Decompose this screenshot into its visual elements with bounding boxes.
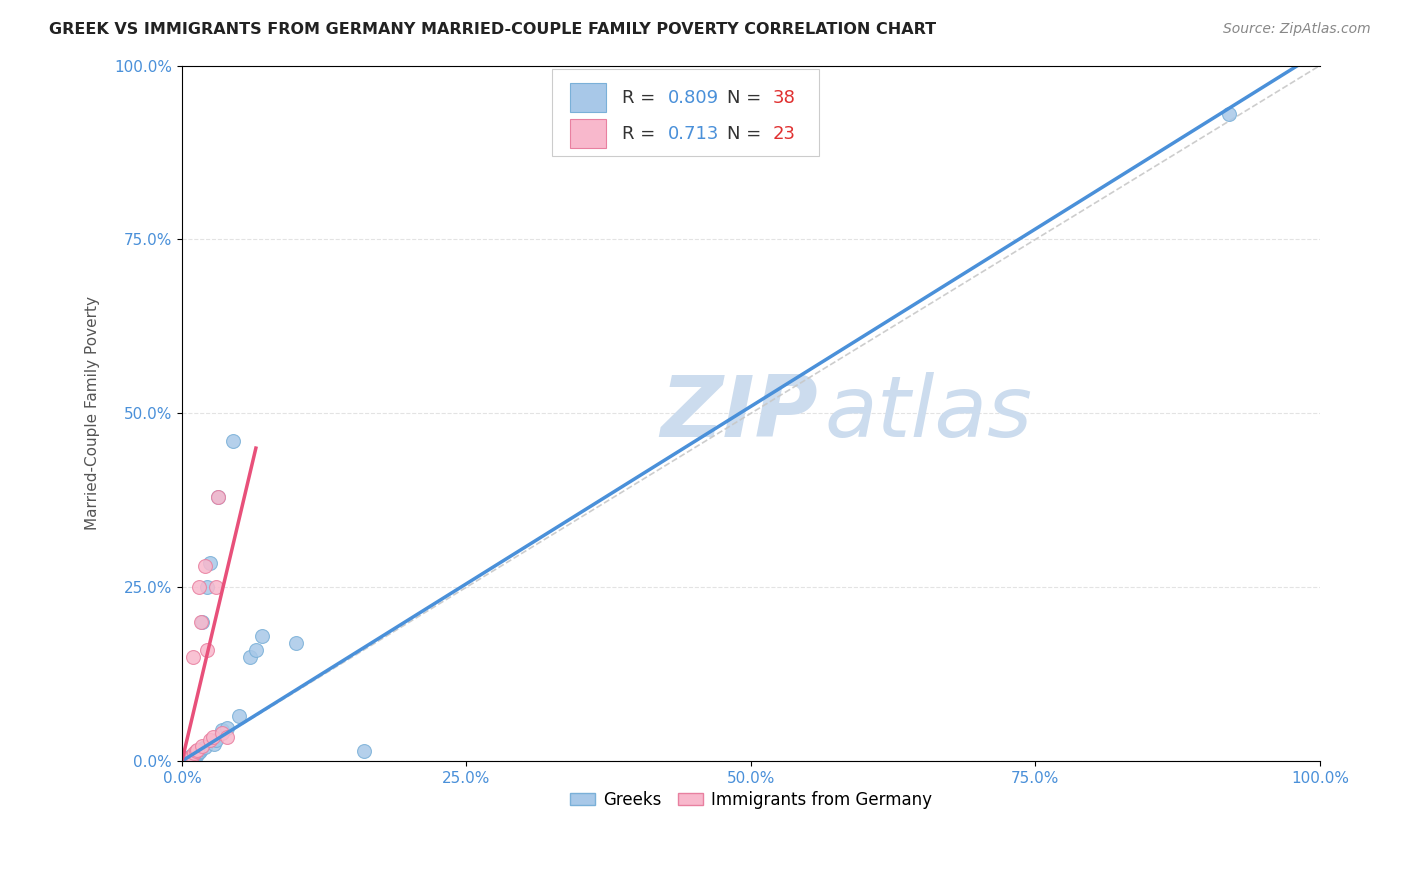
- Point: [179, 750, 201, 764]
- Point: [211, 726, 233, 740]
- Point: [174, 753, 197, 767]
- Point: [200, 733, 222, 747]
- Point: [217, 730, 239, 744]
- Text: 38: 38: [772, 89, 796, 107]
- Point: [180, 750, 202, 764]
- Point: [179, 751, 201, 765]
- Point: [205, 733, 228, 747]
- Point: [200, 556, 222, 570]
- Text: atlas: atlas: [825, 372, 1033, 455]
- Point: [174, 753, 197, 767]
- Point: [186, 743, 208, 757]
- Point: [217, 721, 239, 735]
- Point: [201, 730, 224, 744]
- Point: [194, 559, 217, 574]
- Point: [195, 580, 218, 594]
- Point: [190, 615, 212, 629]
- Point: [181, 749, 204, 764]
- Point: [177, 750, 200, 764]
- Text: ZIP: ZIP: [659, 372, 817, 455]
- FancyBboxPatch shape: [551, 69, 820, 156]
- Text: 23: 23: [772, 126, 796, 144]
- Point: [176, 753, 198, 767]
- Point: [222, 434, 245, 449]
- Point: [186, 747, 208, 761]
- Text: R =: R =: [623, 89, 661, 107]
- Y-axis label: Married-Couple Family Poverty: Married-Couple Family Poverty: [86, 296, 100, 531]
- Point: [207, 490, 229, 504]
- Point: [205, 580, 228, 594]
- Point: [191, 739, 214, 753]
- Point: [188, 745, 211, 759]
- Point: [228, 709, 250, 723]
- Point: [188, 744, 211, 758]
- Point: [180, 749, 202, 764]
- Text: 0.809: 0.809: [668, 89, 718, 107]
- Point: [195, 642, 218, 657]
- Text: 0.713: 0.713: [668, 126, 720, 144]
- Point: [207, 490, 229, 504]
- Text: N =: N =: [727, 126, 766, 144]
- Point: [194, 740, 217, 755]
- Point: [172, 753, 194, 767]
- Point: [176, 752, 198, 766]
- Point: [184, 748, 207, 763]
- Point: [177, 752, 200, 766]
- Point: [191, 615, 214, 629]
- Point: [181, 750, 204, 764]
- Point: [190, 741, 212, 756]
- Point: [183, 746, 205, 760]
- Point: [177, 750, 200, 764]
- Point: [176, 752, 198, 766]
- Point: [180, 750, 202, 764]
- Point: [202, 737, 225, 751]
- Point: [187, 746, 209, 760]
- Point: [183, 747, 205, 762]
- Point: [250, 629, 273, 643]
- Point: [188, 580, 211, 594]
- Point: [245, 642, 267, 657]
- Point: [181, 748, 204, 763]
- Point: [179, 751, 201, 765]
- FancyBboxPatch shape: [569, 120, 606, 148]
- Point: [173, 753, 195, 767]
- Point: [353, 744, 375, 758]
- Point: [176, 751, 198, 765]
- Text: GREEK VS IMMIGRANTS FROM GERMANY MARRIED-COUPLE FAMILY POVERTY CORRELATION CHART: GREEK VS IMMIGRANTS FROM GERMANY MARRIED…: [49, 22, 936, 37]
- Point: [211, 723, 233, 737]
- Point: [1218, 107, 1240, 121]
- Text: Source: ZipAtlas.com: Source: ZipAtlas.com: [1223, 22, 1371, 37]
- Point: [181, 649, 204, 664]
- Text: R =: R =: [623, 126, 661, 144]
- Point: [284, 636, 307, 650]
- FancyBboxPatch shape: [569, 83, 606, 112]
- Text: N =: N =: [727, 89, 766, 107]
- Point: [181, 748, 204, 763]
- Point: [176, 752, 198, 766]
- Legend: Greeks, Immigrants from Germany: Greeks, Immigrants from Germany: [562, 784, 939, 815]
- Point: [239, 649, 262, 664]
- Point: [184, 744, 207, 758]
